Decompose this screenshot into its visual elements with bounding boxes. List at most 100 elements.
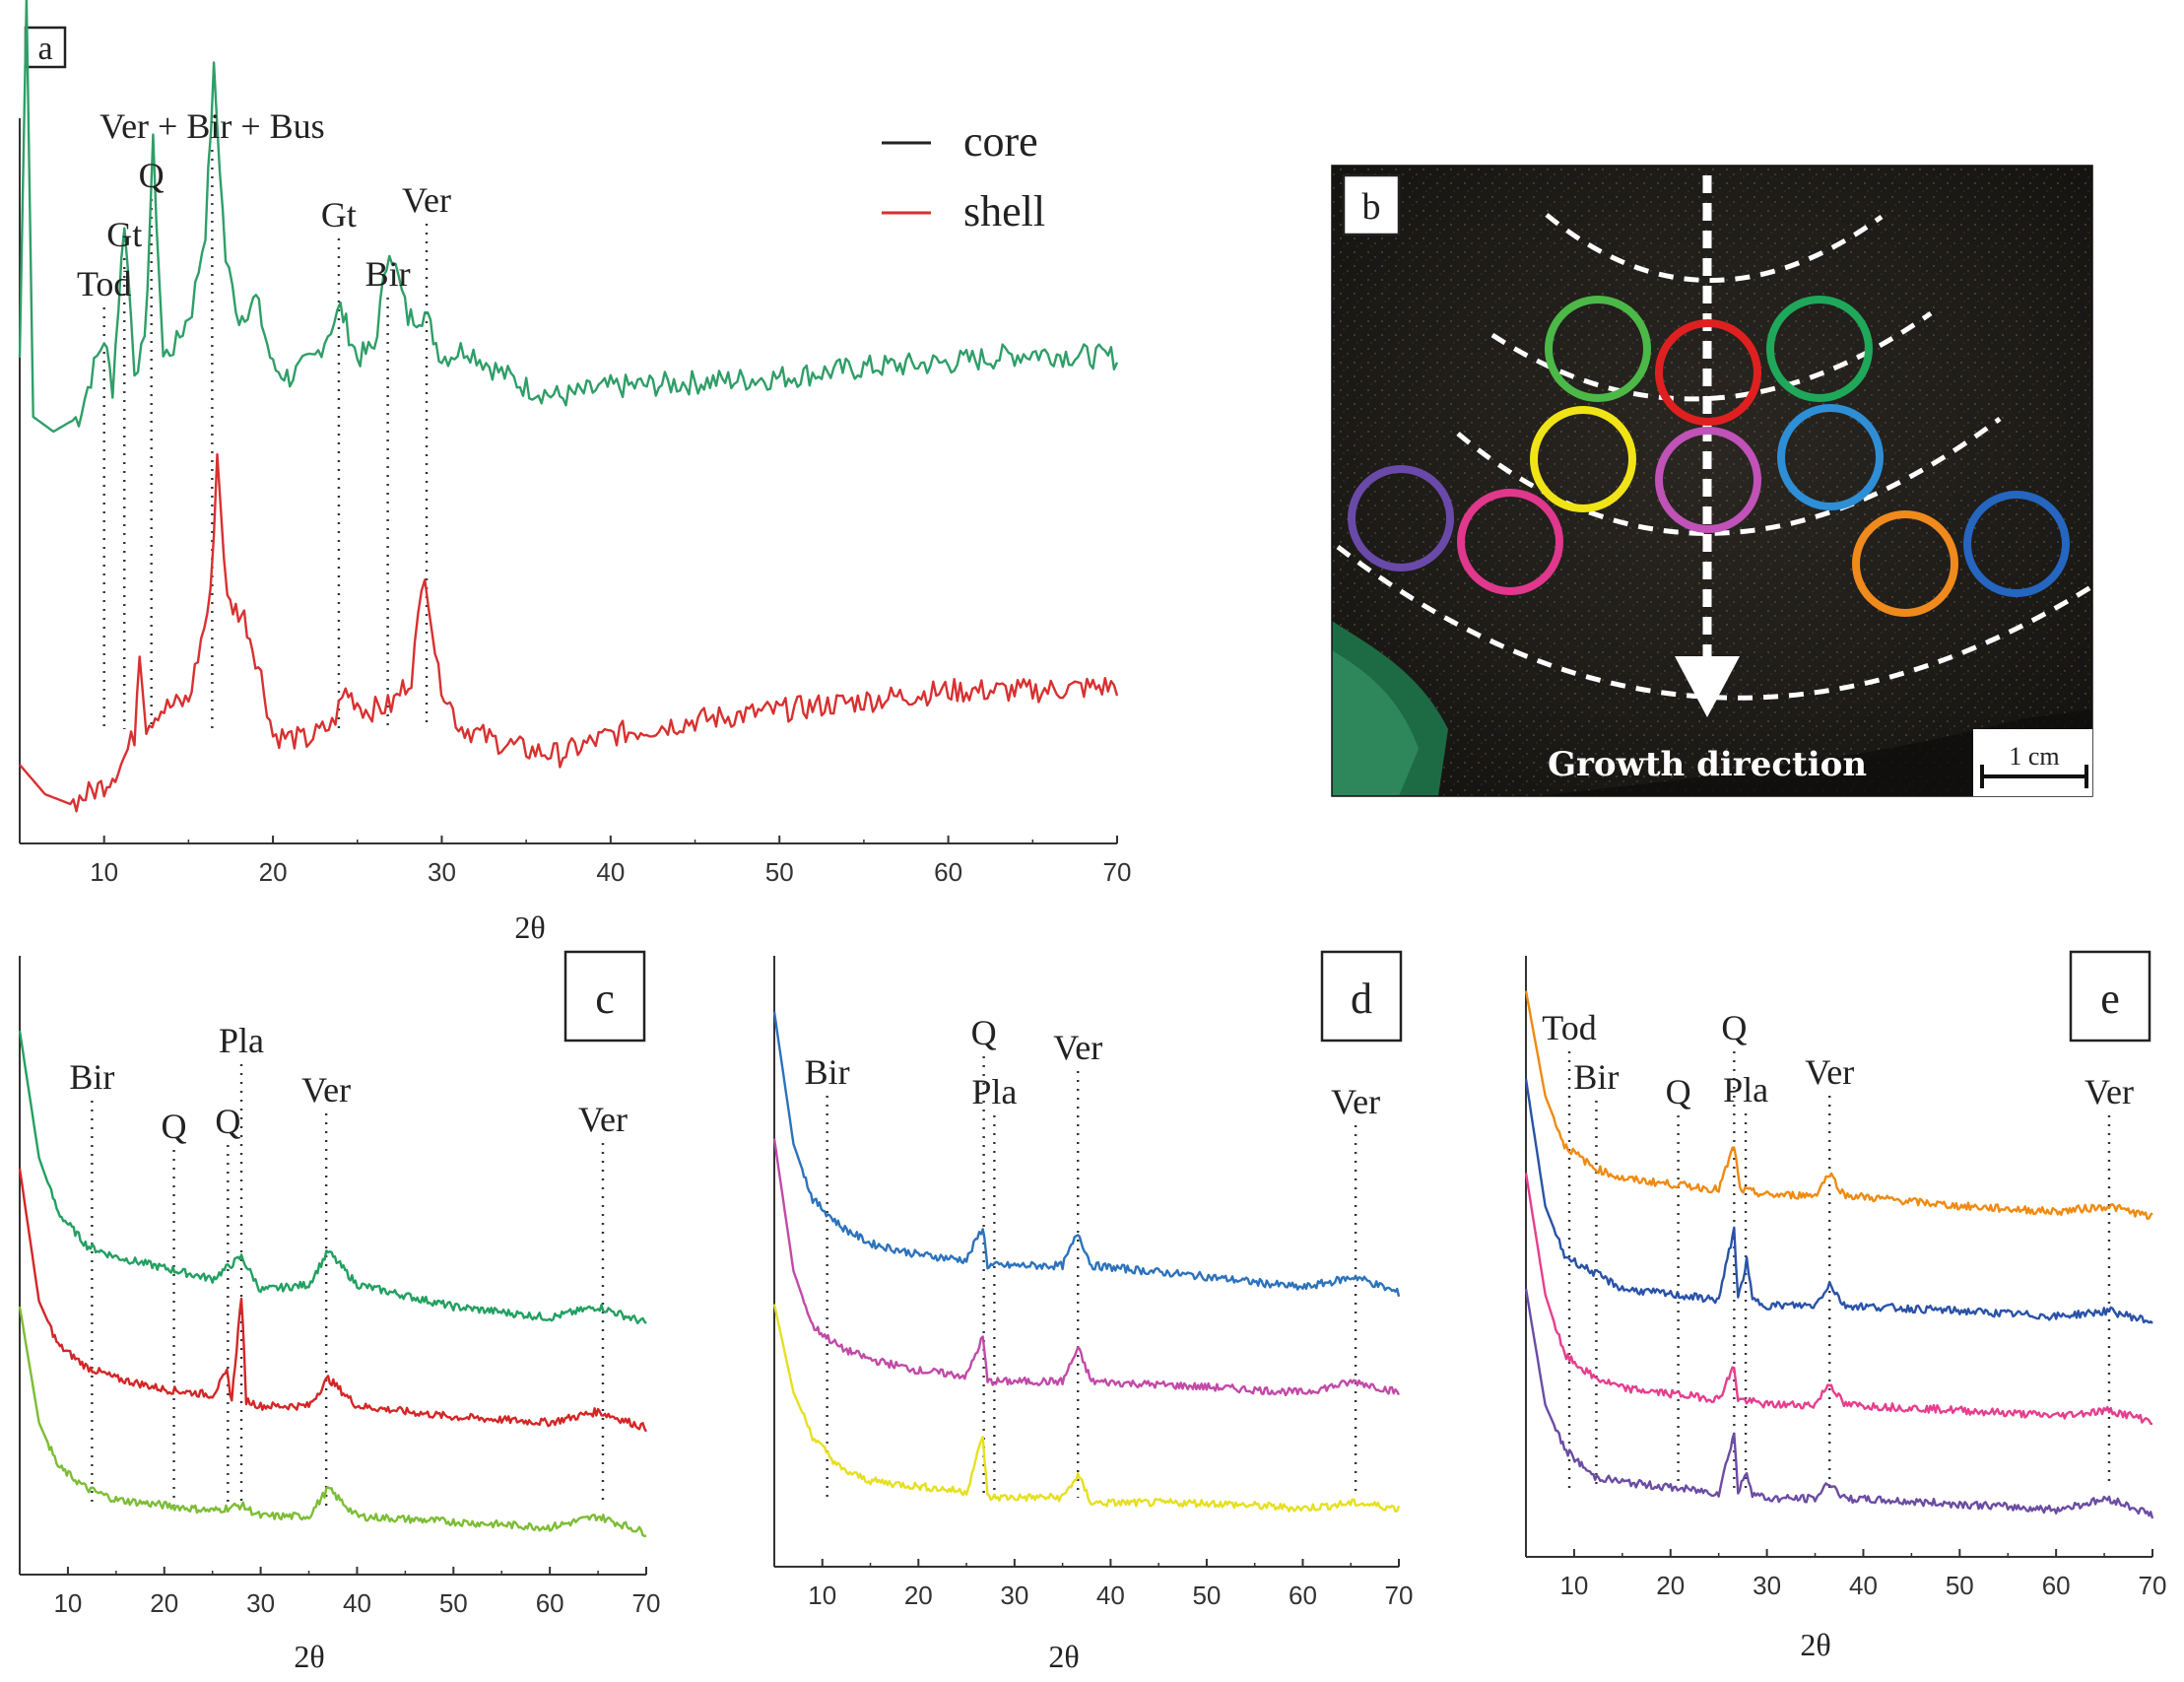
panel-d-series	[772, 1011, 1401, 1513]
series-line-navy	[1524, 1079, 2153, 1324]
panel-a-tick-label: 50	[765, 857, 794, 887]
series-line-shell	[19, 452, 1119, 813]
peak-label: Gt	[321, 195, 357, 235]
panel-d: d 10 20 30 40 50 60 70 Bir Q Pla Ver Ver 2θ	[772, 950, 1413, 1674]
growth-direction-caption: Growth direction	[1548, 745, 1867, 784]
panel-c-ticks: 10 20 30 40 50 60 70	[19, 1567, 661, 1618]
sampling-spot-circle	[1530, 406, 1636, 512]
panel-e-ticks: 10 20 30 40 50 60 70	[1525, 1549, 2167, 1600]
panel-b-label-box	[1342, 173, 1401, 236]
peak-label: Pla	[971, 1072, 1017, 1111]
scale-bar-background	[1973, 729, 2092, 796]
panel-d-tick-label: 60	[1289, 1581, 1317, 1610]
sampling-spot-circle	[1777, 404, 1884, 510]
sampling-spot-circle	[1766, 296, 1873, 402]
sampling-spot-circle	[1655, 319, 1761, 426]
peak-label: Q	[215, 1102, 240, 1141]
panel-e: e 10 20 30 40 50 60 70 Tod Bir QQ Pla Ver Ver 2θ	[1524, 950, 2167, 1662]
series-line-red	[18, 1168, 648, 1433]
panel-e-series	[1524, 990, 2154, 1519]
panel-e-x-label: 2θ	[1800, 1627, 1830, 1662]
panel-b-label: b	[1362, 186, 1381, 228]
panel-c-tick-label: 40	[343, 1588, 371, 1618]
panel-e-label: e	[2100, 975, 2120, 1023]
growth-arc-1	[1545, 213, 1884, 283]
panel-e-reference-lines	[1567, 1051, 2111, 1488]
panel-c-series	[18, 1030, 648, 1538]
panel-a-tick-label: 20	[259, 857, 288, 887]
peak-label: Bir	[805, 1052, 850, 1092]
panel-d-ticks: 10 20 30 40 50 60 70	[773, 1559, 1413, 1610]
series-line-pink	[1524, 1173, 2153, 1426]
panel-a-tick-label: 30	[428, 857, 456, 887]
growth-arc-3	[1456, 416, 2002, 536]
series-line-blue	[772, 1011, 1401, 1298]
series-line-lime	[18, 1306, 647, 1538]
peak-label: Tod	[77, 264, 131, 303]
photo-frame	[1331, 165, 2093, 797]
panel-e-tick-label: 60	[2042, 1571, 2071, 1600]
sampling-spot-circle	[1457, 489, 1563, 595]
panel-a-tick-label: 40	[596, 857, 625, 887]
panel-d-label-box	[1320, 950, 1403, 1043]
panel-d-reference-lines	[826, 1056, 1357, 1498]
panel-c-tick-label: 30	[246, 1588, 275, 1618]
panel-d-tick-label: 20	[904, 1581, 933, 1610]
series-line-green	[18, 1030, 647, 1325]
peak-label: Tod	[1542, 1008, 1596, 1047]
panel-d-x-label: 2θ	[1048, 1639, 1079, 1674]
scale-bar-label: 1 cm	[2009, 742, 2059, 771]
panel-c-tick-label: 10	[53, 1588, 82, 1618]
peak-label: Ver	[301, 1070, 351, 1110]
peak-label: Bir	[1573, 1057, 1619, 1097]
panel-c-peak-labels: Bir Q Q Pla Ver Ver	[69, 1021, 628, 1146]
panel-e-tick-label: 70	[2139, 1571, 2167, 1600]
panel-b: b Growth direction 1 cm	[1331, 165, 2094, 797]
panel-d-peak-labels: Bir Q Pla Ver Ver	[805, 1013, 1380, 1121]
peak-label: Q	[971, 1013, 997, 1052]
panel-a: a 10 20 30 40 50 60 70 Tod Gt Q Ver + Bir + Bus Gt…	[18, 0, 1131, 945]
series-line-purple	[1524, 1288, 2154, 1519]
peak-label: Q	[1666, 1072, 1691, 1111]
peak-label: Ver + Bir + Bus	[99, 106, 325, 146]
series-line-yellow	[772, 1304, 1401, 1513]
peak-label: Ver	[2085, 1072, 2134, 1111]
panel-a-reference-lines	[102, 150, 429, 729]
panel-d-label: d	[1351, 975, 1372, 1023]
panel-c-reference-lines	[91, 1064, 605, 1506]
panel-d-tick-label: 10	[808, 1581, 836, 1610]
panel-d-tick-label: 30	[1000, 1581, 1028, 1610]
series-line-magenta	[772, 1138, 1401, 1397]
panel-e-tick-label: 50	[1946, 1571, 1974, 1600]
series-line-core	[18, 0, 1119, 434]
panel-c-label: c	[595, 975, 615, 1023]
panel-a-tick-label: 10	[90, 857, 118, 887]
photo-lower-edge	[1537, 709, 2092, 796]
panel-c-tick-label: 70	[632, 1588, 661, 1618]
panel-a-tick-label: 60	[934, 857, 962, 887]
panel-d-tick-label: 50	[1192, 1581, 1221, 1610]
growth-arrow-head-icon	[1675, 656, 1740, 717]
panel-c-tick-label: 60	[536, 1588, 564, 1618]
peak-label: Q	[162, 1107, 187, 1146]
panel-c-x-label: 2θ	[294, 1639, 324, 1674]
panel-e-tick-label: 30	[1753, 1571, 1781, 1600]
panel-e-tick-label: 40	[1849, 1571, 1878, 1600]
series-line-orange	[1524, 990, 2153, 1220]
panel-c-label-box	[563, 950, 646, 1043]
peak-label: Bir	[365, 254, 411, 294]
panel-c: c 10 20 30 40 50 60 70 Bir Q Q Pla Ver Ver 2θ	[18, 950, 661, 1674]
peak-label: Q	[139, 156, 165, 195]
panel-a-ticks: 10 20 30 40 50 60 70	[19, 836, 1131, 887]
panel-a-x-label: 2θ	[514, 909, 545, 945]
panel-e-tick-label: 20	[1656, 1571, 1685, 1600]
peak-label: Ver	[1331, 1082, 1380, 1121]
panel-a-label: a	[37, 31, 52, 67]
peak-label: Ver	[1053, 1028, 1102, 1067]
peak-label: Pla	[219, 1021, 264, 1060]
peak-label: Q	[1721, 1008, 1747, 1047]
peak-label: Bir	[69, 1057, 114, 1097]
sampling-spot-circle	[1545, 296, 1651, 402]
